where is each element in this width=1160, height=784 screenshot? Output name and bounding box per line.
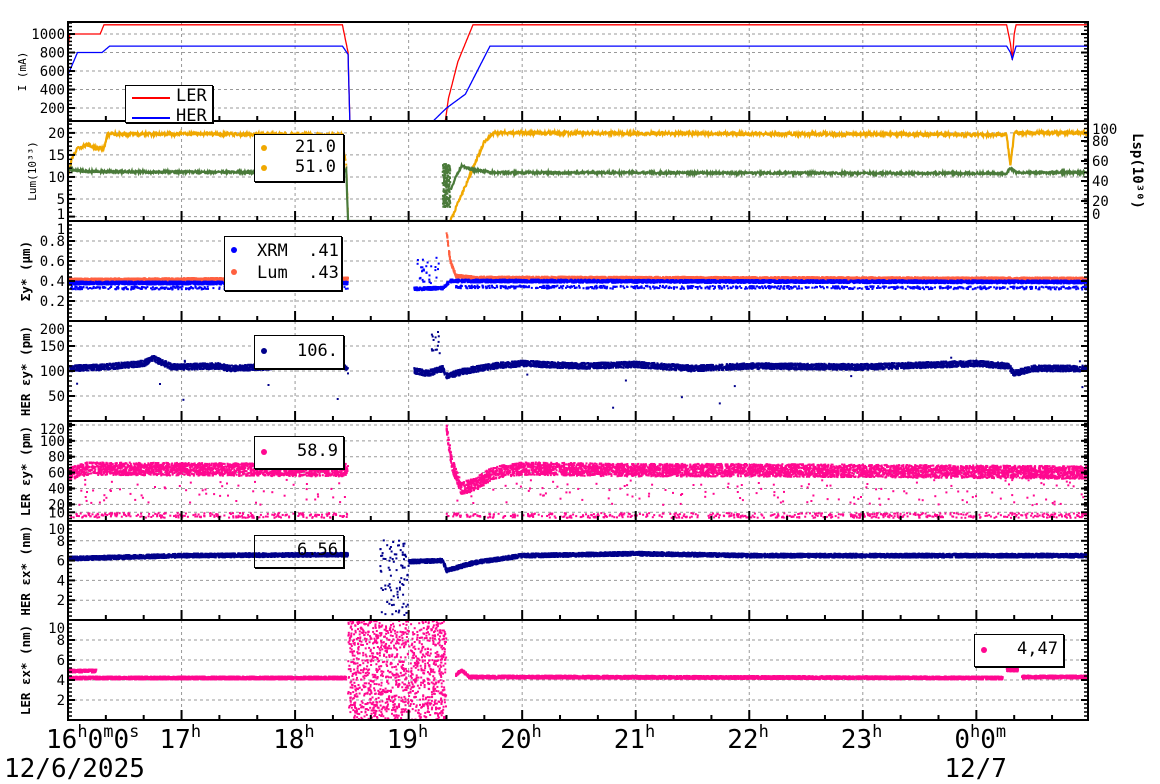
data-point [442,171,444,173]
data-point [449,201,451,203]
data-point [76,278,78,280]
y-tick-label: 600 [40,64,65,80]
data-point [213,278,215,280]
data-point [442,202,444,204]
right-y-tick-label: 20 [1092,194,1109,210]
data-point [443,191,445,193]
data-point [444,198,446,200]
data-point [444,180,446,182]
series-line-her [68,46,1088,127]
data-point [449,196,451,198]
data-point [446,172,448,174]
data-point [446,168,448,170]
data-point [196,278,198,280]
data-point [153,278,155,280]
data-point [446,190,448,192]
right-y-tick-label: 100 [1092,122,1117,138]
data-point [443,177,445,179]
y-axis-label: Lum(10³³) [26,141,39,201]
data-point [449,206,451,208]
data-point [447,241,449,243]
data-point [444,194,446,196]
data-point [447,187,449,189]
series-line-s0 [450,131,1088,221]
data-point [121,278,123,280]
data-point [166,278,168,280]
data-point [193,278,195,280]
data-point [92,278,94,280]
data-point [448,184,450,186]
y-tick-label: 200 [40,101,65,117]
data-point [444,166,446,168]
data-point [447,166,449,168]
data-point [94,278,96,280]
data-point [446,232,448,234]
data-point [178,278,180,280]
data-point [88,279,90,281]
data-point [158,278,160,280]
data-point [343,278,345,280]
data-point [144,277,146,279]
series-line-ler [68,25,1088,127]
data-point [346,277,348,279]
data-point [84,278,86,280]
data-point [127,278,129,280]
data-point [444,175,446,177]
data-point [449,170,451,172]
data-point [447,175,449,177]
data-point [207,278,209,280]
data-point [117,278,119,280]
y-tick-label: 800 [40,46,65,62]
series-group [68,25,1088,127]
data-point [446,192,448,194]
data-point [636,277,638,279]
data-point [142,278,144,280]
y-tick-label: 5 [57,192,65,208]
y-tick-label: 15 [48,148,65,164]
data-point [345,164,347,166]
y-tick-label: 1000 [31,27,65,43]
data-point [442,206,444,208]
data-point [160,278,162,280]
data-point [446,178,448,180]
data-point [449,177,451,179]
right-y-tick-label: 40 [1092,174,1109,190]
right-y-tick-label: 60 [1092,154,1109,170]
y-tick-label: 1 [57,207,65,223]
data-point [169,278,171,280]
data-point [107,278,109,280]
data-point [442,182,444,184]
series-group [68,131,1088,221]
data-point [74,278,76,280]
data-point [442,195,444,197]
data-point [442,165,444,167]
data-point [123,279,125,281]
data-point [103,278,105,280]
data-point [447,244,449,246]
y-axis-label: I (mA) [16,52,29,92]
data-point [176,279,178,281]
data-point [105,278,107,280]
data-point [449,191,451,193]
data-point [131,279,133,281]
y-tick-label: 20 [48,126,65,142]
data-point [445,163,447,165]
y-tick-label: 400 [40,83,65,99]
y-tick-label: 10 [48,170,65,186]
data-point [205,278,207,280]
data-point [446,204,448,206]
right-y-axis-label: Lsp(10³⁰) [1129,133,1145,209]
